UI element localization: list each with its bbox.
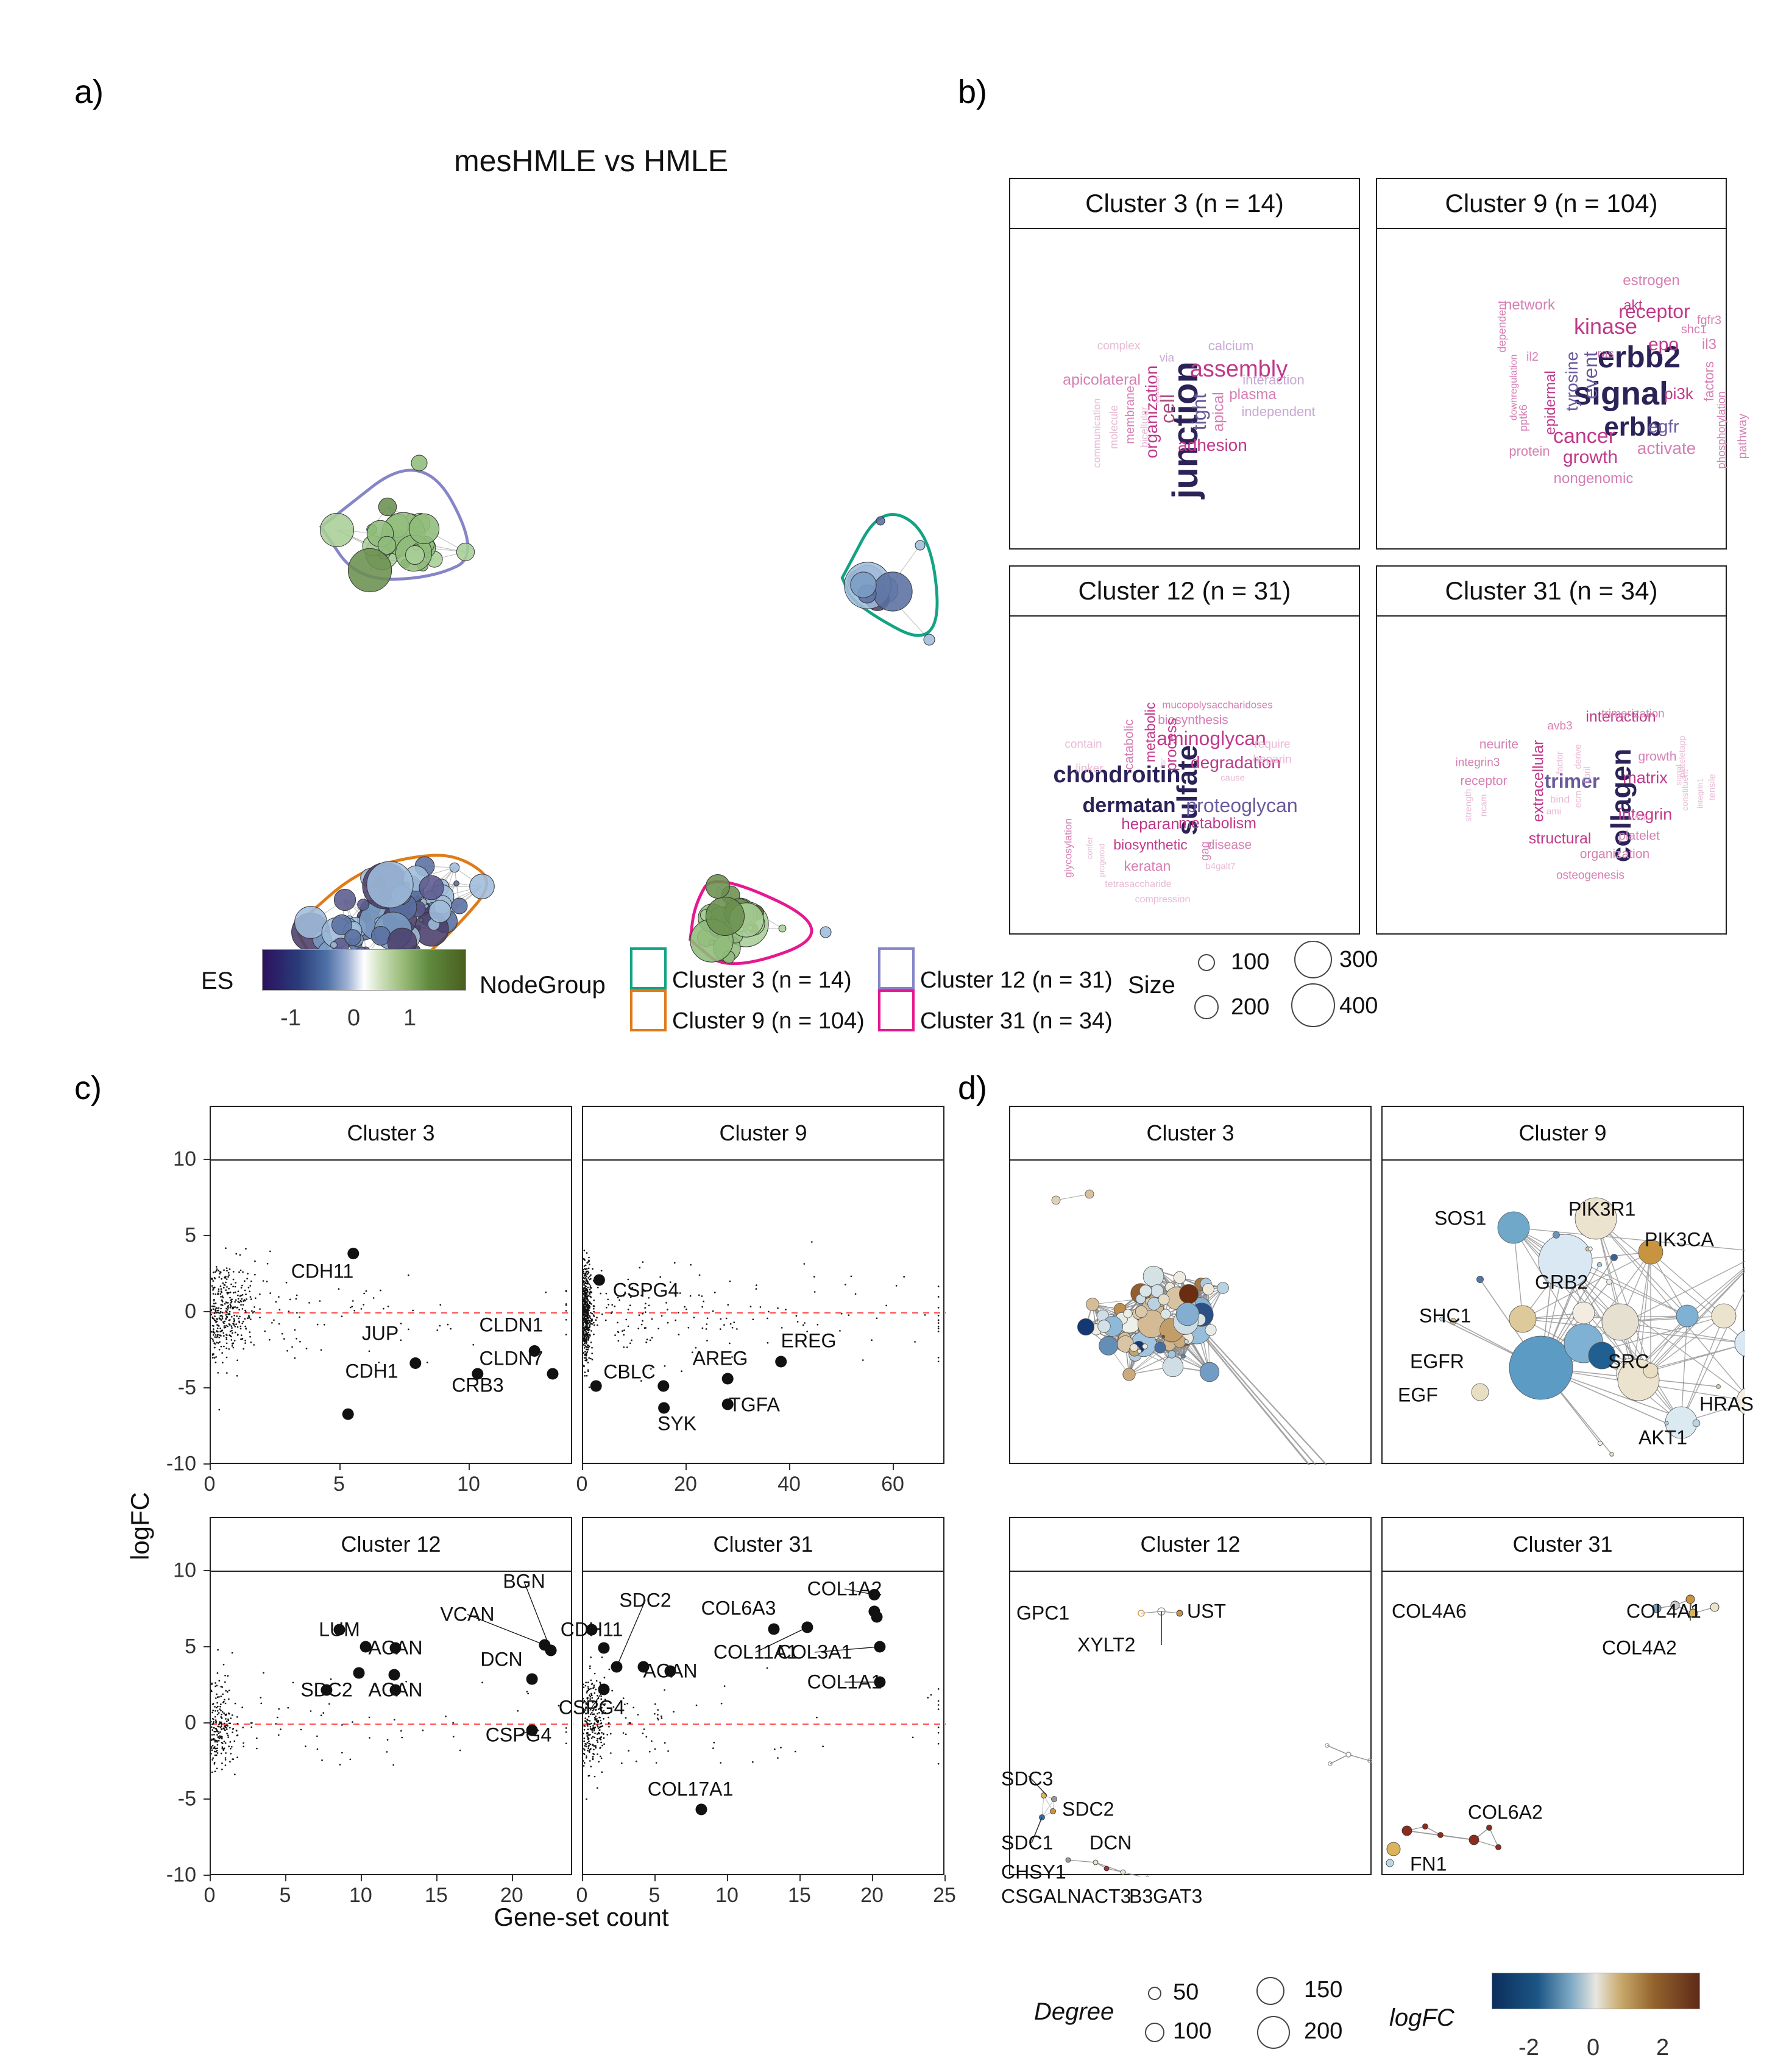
svg-text:100: 100 — [1173, 2018, 1211, 2044]
svg-text:200: 200 — [1304, 2018, 1342, 2044]
svg-text:150: 150 — [1304, 1977, 1342, 2003]
svg-text:50: 50 — [1173, 1979, 1199, 2005]
